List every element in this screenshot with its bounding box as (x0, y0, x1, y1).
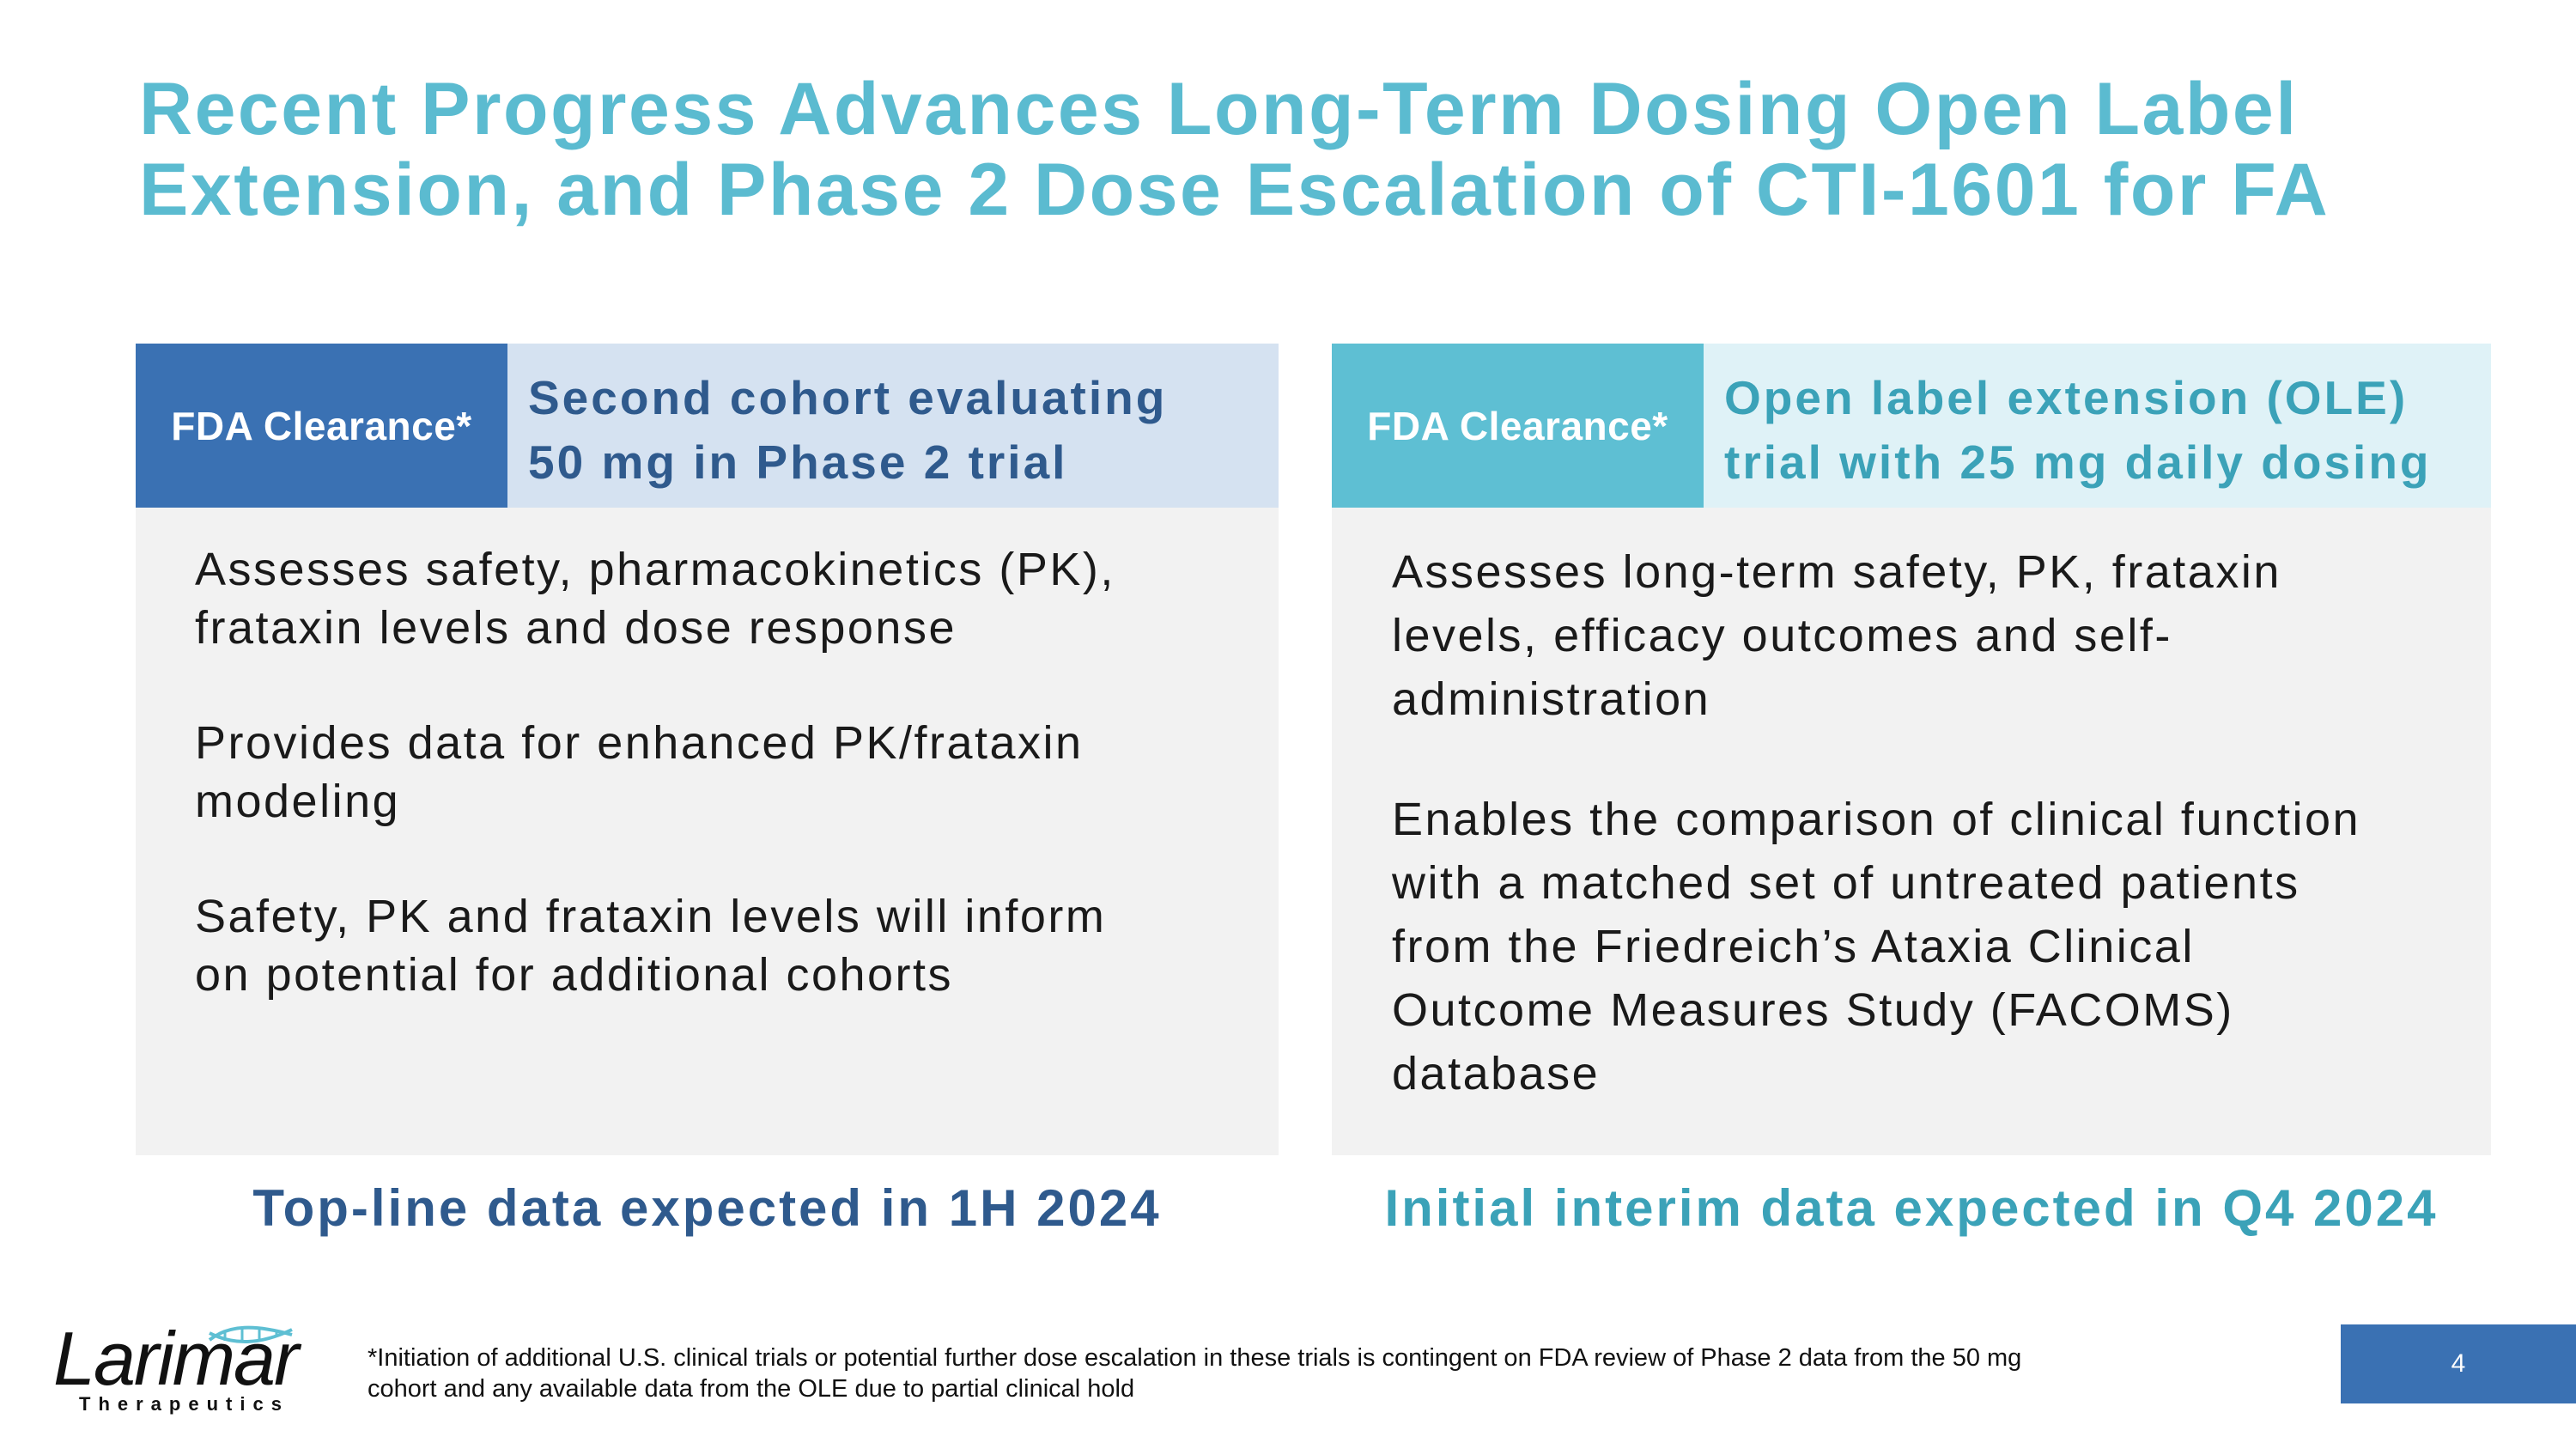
body-line: Assesses safety, pharmacokinetics (PK), (195, 544, 1115, 595)
ole-card-header: FDA Clearance* Open label extension (OLE… (1332, 344, 2491, 508)
heading-line: Second cohort evaluating (528, 371, 1168, 424)
body-line: Assesses long-term safety, PK, frataxin (1392, 546, 2281, 598)
logo-subtitle: Therapeutics (79, 1393, 289, 1415)
body-line: Safety, PK and frataxin levels will info… (195, 891, 1107, 942)
phase2-card-body: Assesses safety, pharmacokinetics (PK), … (136, 508, 1279, 1155)
footnote-line: *Initiation of additional U.S. clinical … (368, 1344, 2022, 1372)
phase2-card-header: FDA Clearance* Second cohort evaluating … (136, 344, 1279, 508)
ole-card-body: Assesses long-term safety, PK, frataxin … (1332, 508, 2491, 1155)
heading-line: 50 mg in Phase 2 trial (528, 435, 1068, 489)
body-paragraph: Enables the comparison of clinical funct… (1392, 788, 2474, 1105)
body-line: modeling (195, 776, 401, 827)
phase2-data-timing: Top-line data expected in 1H 2024 (252, 1179, 1162, 1237)
body-line: administration (1392, 673, 1711, 725)
page-number: 4 (2341, 1324, 2576, 1403)
slide-title-line-1: Recent Progress Advances Long-Term Dosin… (139, 68, 2299, 150)
phase2-card: FDA Clearance* Second cohort evaluating … (136, 344, 1279, 1155)
fda-clearance-badge: FDA Clearance* (1332, 344, 1704, 508)
body-line: Outcome Measures Study (FACOMS) (1392, 984, 2234, 1036)
ole-data-timing: Initial interim data expected in Q4 2024 (1384, 1179, 2439, 1237)
footnote: *Initiation of additional U.S. clinical … (368, 1342, 2188, 1404)
body-paragraph: Assesses long-term safety, PK, frataxin … (1392, 540, 2474, 731)
dna-icon (208, 1325, 293, 1344)
body-line: Provides data for enhanced PK/frataxin (195, 717, 1084, 769)
ole-card: FDA Clearance* Open label extension (OLE… (1332, 344, 2491, 1155)
ole-card-heading: Open label extension (OLE) trial with 25… (1704, 344, 2491, 508)
body-line: database (1392, 1048, 1601, 1099)
footnote-line: cohort and any available data from the O… (368, 1375, 1135, 1403)
body-line: on potential for additional cohorts (195, 949, 954, 1001)
body-paragraph: Provides data for enhanced PK/frataxin m… (195, 714, 1261, 831)
phase2-card-heading: Second cohort evaluating 50 mg in Phase … (507, 344, 1279, 508)
slide-title: Recent Progress Advances Long-Term Dosin… (139, 69, 2509, 230)
body-line: from the Friedreich’s Ataxia Clinical (1392, 921, 2195, 972)
body-line: levels, efficacy outcomes and self- (1392, 610, 2172, 661)
body-line: frataxin levels and dose response (195, 602, 957, 654)
body-line: with a matched set of untreated patients (1392, 857, 2300, 909)
body-line: Enables the comparison of clinical funct… (1392, 794, 2361, 845)
body-paragraph: Assesses safety, pharmacokinetics (PK), … (195, 540, 1261, 657)
heading-line: Open label extension (OLE) (1724, 371, 2409, 424)
fda-clearance-badge: FDA Clearance* (136, 344, 507, 508)
slide-title-line-2: Extension, and Phase 2 Dose Escalation o… (139, 149, 2330, 231)
body-paragraph: Safety, PK and frataxin levels will info… (195, 887, 1261, 1004)
larimar-logo: Larimar Therapeutics (53, 1316, 311, 1419)
logo-wordmark: Larimar (53, 1316, 299, 1401)
heading-line: trial with 25 mg daily dosing (1724, 435, 2432, 489)
